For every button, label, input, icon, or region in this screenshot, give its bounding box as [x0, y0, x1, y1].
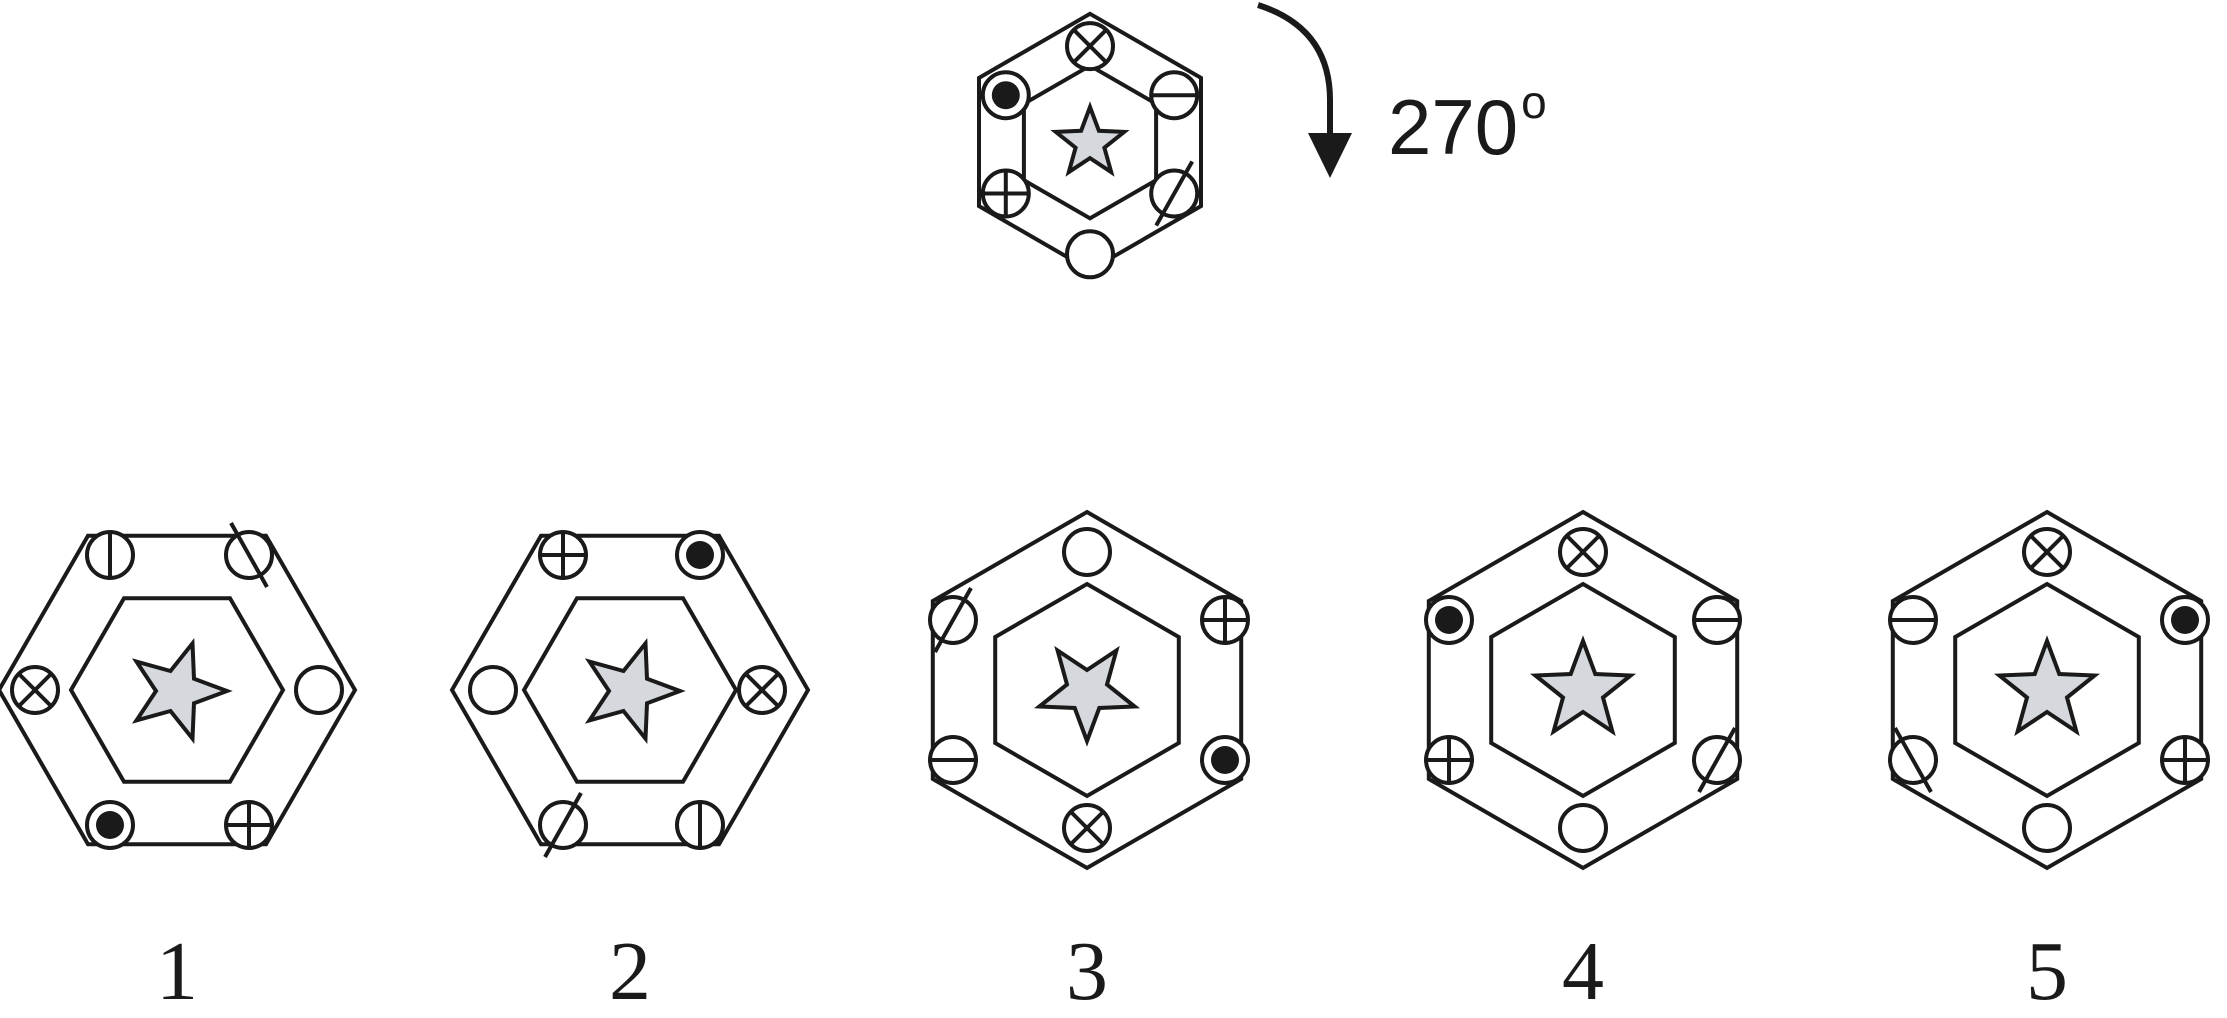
vertical-bar-circle-icon	[675, 800, 725, 850]
dot-circle-icon	[675, 530, 725, 580]
dot-circle-icon	[1424, 595, 1474, 645]
outer-hexagon	[0, 533, 358, 847]
dot-circle-icon	[85, 800, 135, 850]
outer-hexagon	[449, 533, 811, 847]
option-figure-1	[0, 521, 358, 850]
rotation-arrow-icon	[1257, 2, 1352, 178]
backslash-circle-icon	[224, 521, 274, 589]
plus-circle-icon	[224, 800, 274, 850]
minus-circle-icon	[1888, 595, 1938, 645]
star-icon	[131, 637, 233, 745]
inner-hexagon	[68, 596, 286, 784]
dot-circle-icon	[2160, 595, 2210, 645]
minus-circle-icon	[1692, 595, 1742, 645]
star-icon	[1993, 635, 2101, 737]
plus-circle-icon	[1200, 595, 1250, 645]
option-label-3: 3	[1066, 925, 1108, 1018]
inner-hexagon	[993, 581, 1181, 799]
minus-circle-icon	[1149, 70, 1200, 121]
empty-circle-icon	[1062, 527, 1112, 577]
plus-circle-icon	[980, 168, 1031, 219]
option-figure-5	[1888, 509, 2210, 871]
option-label-2: 2	[609, 925, 651, 1018]
plus-circle-icon	[1424, 735, 1474, 785]
cross-circle-icon	[10, 665, 60, 715]
slash-circle-icon	[538, 791, 588, 859]
cross-circle-icon	[1065, 21, 1115, 72]
dot-circle-icon	[980, 70, 1031, 121]
plus-circle-icon	[2160, 735, 2210, 785]
option-figure-4	[1424, 509, 1742, 871]
cross-circle-icon	[2022, 527, 2072, 577]
empty-circle-icon	[1558, 803, 1608, 853]
dot-circle-icon	[1200, 735, 1250, 785]
rotation-angle-label: 270o	[1388, 79, 1547, 166]
reference-figure	[977, 11, 1203, 280]
option-label-1: 1	[156, 925, 198, 1018]
empty-circle-icon	[1065, 229, 1115, 280]
minus-circle-icon	[928, 735, 978, 785]
plus-circle-icon	[538, 530, 588, 580]
degree-symbol: o	[1521, 76, 1547, 128]
star-icon	[1050, 101, 1130, 177]
inner-hexagon	[521, 596, 739, 784]
cross-circle-icon	[1062, 803, 1112, 853]
option-label-5: 5	[2026, 925, 2068, 1018]
cross-circle-icon	[1558, 527, 1608, 577]
empty-circle-icon	[294, 665, 344, 715]
vertical-bar-circle-icon	[85, 530, 135, 580]
rotation-value: 270	[1388, 83, 1519, 171]
empty-circle-icon	[468, 665, 518, 715]
option-figure-3	[928, 509, 1250, 871]
star-icon	[1529, 635, 1637, 737]
outer-hexagon	[1426, 509, 1740, 871]
inner-hexagon	[1489, 581, 1677, 799]
star-icon	[584, 637, 686, 745]
star-icon	[1033, 645, 1141, 747]
empty-circle-icon	[2022, 803, 2072, 853]
inner-hexagon	[1953, 581, 2141, 799]
cross-circle-icon	[737, 665, 787, 715]
option-figure-2	[449, 530, 811, 859]
option-label-4: 4	[1562, 925, 1604, 1018]
